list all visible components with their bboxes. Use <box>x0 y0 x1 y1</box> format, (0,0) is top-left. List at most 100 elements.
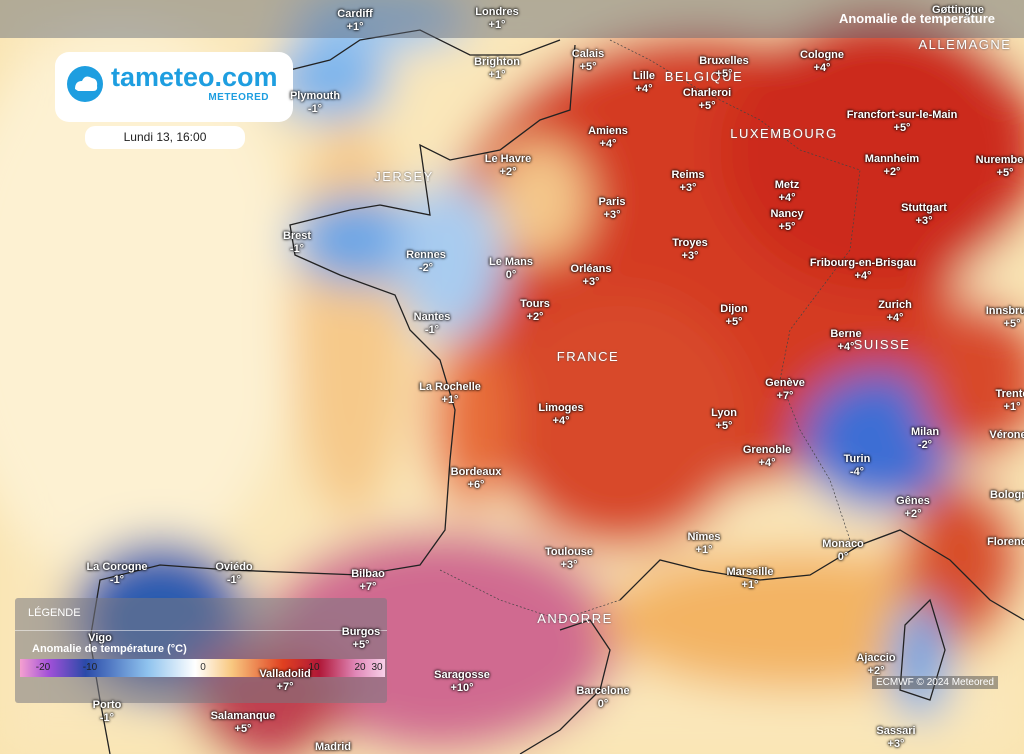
city-name: Amiens <box>588 125 628 137</box>
city-label: Le Mans 0° <box>489 256 533 282</box>
city-name: Francfort-sur-le-Main <box>846 109 958 121</box>
legend-scale-title: Anomalie de température (°C) <box>32 643 187 655</box>
city-name: La Corogne <box>86 561 148 573</box>
city-anomaly: +5° <box>234 723 252 735</box>
city-label: Tours +2° <box>520 298 550 324</box>
city-label: Mannheim +2° <box>865 153 919 179</box>
city-anomaly: +4° <box>758 457 776 469</box>
city-name: Paris <box>598 196 626 208</box>
city-anomaly: +2° <box>526 311 544 323</box>
city-name: Oviédo <box>215 561 253 573</box>
city-label: Rennes -2° <box>406 249 446 275</box>
city-label: Grenoble +4° <box>743 444 791 470</box>
city-anomaly: +1° <box>488 69 506 81</box>
city-name: Charleroi <box>682 87 732 99</box>
city-name: Dijon <box>720 303 748 315</box>
city-label: Francfort-sur-le-Main +5° <box>847 109 958 135</box>
city-label: Florence <box>987 536 1024 549</box>
layer-title[interactable]: Anomalie de temperature <box>838 11 995 26</box>
city-name: Nantes <box>413 311 451 323</box>
city-name: Ajaccio <box>856 652 896 664</box>
city-anomaly: +2° <box>883 166 901 178</box>
city-label: Lille +4° <box>633 70 655 96</box>
city-name: Marseille <box>726 566 774 578</box>
city-label: Reims +3° <box>671 169 704 195</box>
city-label: Cardiff +1° <box>337 8 372 34</box>
city-name: Barcelone <box>576 685 630 697</box>
city-anomaly: +3° <box>679 182 697 194</box>
city-name: Genève <box>765 377 805 389</box>
city-name: Lille <box>632 70 656 82</box>
city-anomaly: +5° <box>778 221 796 233</box>
country-label: LUXEMBOURG <box>730 126 838 141</box>
city-anomaly: +2° <box>904 508 922 520</box>
city-label: Londres +1° <box>475 6 518 32</box>
city-name: Metz <box>774 179 800 191</box>
city-name: Le Mans <box>488 256 534 268</box>
city-anomaly: +2° <box>499 166 517 178</box>
city-name: Toulouse <box>544 546 594 558</box>
city-name: Salamanque <box>210 710 276 722</box>
city-anomaly: +5° <box>715 420 733 432</box>
city-anomaly: 0° <box>505 269 517 281</box>
date-label[interactable]: Lundi 13, 16:00 <box>85 126 245 149</box>
city-name: Stuttgart <box>901 202 947 214</box>
city-anomaly: -1° <box>109 574 125 586</box>
city-label: Le Havre +2° <box>485 153 531 179</box>
city-label: Bologne <box>990 489 1024 502</box>
legend-tick-label: -20 <box>35 662 51 673</box>
city-label: Lyon +5° <box>711 407 737 433</box>
city-label: Nîmes +1° <box>687 531 720 557</box>
country-label: JERSEY <box>374 169 434 184</box>
city-anomaly: +10° <box>450 682 474 694</box>
city-label: Trente+1° <box>995 388 1024 414</box>
city-label: Plymouth -1° <box>290 90 340 116</box>
city-anomaly: +7° <box>359 581 377 593</box>
city-name: Gênes <box>896 495 930 507</box>
city-anomaly: -2° <box>917 439 933 451</box>
city-label: Marseille +1° <box>726 566 773 592</box>
legend-tick-label: 20 <box>354 662 366 673</box>
city-name: Rennes <box>406 249 446 261</box>
city-anomaly: +1° <box>488 19 506 31</box>
city-anomaly: +5° <box>996 167 1014 179</box>
city-anomaly: +3° <box>915 215 933 227</box>
top-bar <box>0 0 1024 38</box>
city-name: Londres <box>475 6 519 18</box>
city-label: Brest -1° <box>283 230 311 256</box>
city-anomaly: +4° <box>854 270 872 282</box>
logo[interactable]: tameteo.com METEORED <box>55 52 293 122</box>
city-name: Bologne <box>990 489 1024 501</box>
city-label: Milan -2° <box>911 426 939 452</box>
city-anomaly: -1° <box>307 103 323 115</box>
city-anomaly: +1° <box>741 579 759 591</box>
city-anomaly: -1° <box>289 243 305 255</box>
city-anomaly: +5° <box>715 68 733 80</box>
city-name: Bordeaux <box>450 466 502 478</box>
city-label: Troyes +3° <box>672 237 707 263</box>
legend-tick-label: 30 <box>371 662 383 673</box>
city-label: Zurich +4° <box>878 299 912 325</box>
city-label: Saragosse +10° <box>434 669 490 695</box>
city-label: Gøttingue <box>932 4 984 17</box>
city-label: Burgos +5° <box>342 626 381 652</box>
city-name: Innsbruck <box>985 305 1024 317</box>
city-anomaly: +5° <box>698 100 716 112</box>
city-label: Amiens +4° <box>588 125 628 151</box>
city-name: La Rochelle <box>419 381 481 393</box>
credit: ECMWF © 2024 Meteored <box>872 676 998 689</box>
city-label: Nancy +5° <box>770 208 803 234</box>
city-anomaly: +4° <box>813 62 831 74</box>
city-label: Bilbao +7° <box>351 568 385 594</box>
city-label: Orléans +3° <box>571 263 612 289</box>
city-label: Limoges +4° <box>538 402 583 428</box>
city-label: Berne +4° <box>830 328 861 354</box>
city-name: Trente <box>995 388 1024 400</box>
city-anomaly: +4° <box>778 192 796 204</box>
city-anomaly: +3° <box>681 250 699 262</box>
borders <box>439 39 861 621</box>
city-anomaly: +3° <box>603 209 621 221</box>
city-label: Brighton +1° <box>474 56 520 82</box>
city-label: Innsbruck+5° <box>986 305 1024 331</box>
